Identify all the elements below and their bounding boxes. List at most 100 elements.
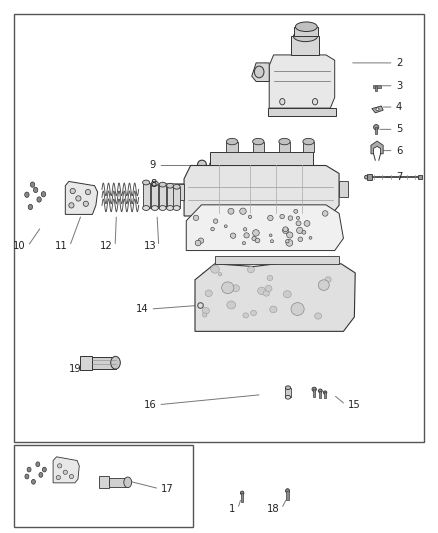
Polygon shape: [372, 106, 383, 113]
Ellipse shape: [283, 227, 288, 232]
Ellipse shape: [198, 238, 204, 244]
Ellipse shape: [270, 306, 277, 313]
Ellipse shape: [210, 160, 219, 168]
Ellipse shape: [159, 182, 166, 187]
Ellipse shape: [244, 228, 247, 231]
Ellipse shape: [270, 240, 273, 243]
Text: 11: 11: [55, 241, 67, 251]
Ellipse shape: [33, 187, 38, 192]
Ellipse shape: [227, 301, 236, 309]
Ellipse shape: [244, 233, 249, 238]
Ellipse shape: [32, 479, 35, 484]
Ellipse shape: [36, 462, 40, 467]
Ellipse shape: [283, 228, 289, 233]
Ellipse shape: [76, 196, 81, 201]
Ellipse shape: [226, 139, 238, 145]
Ellipse shape: [302, 230, 306, 234]
Ellipse shape: [28, 204, 32, 209]
Ellipse shape: [222, 282, 234, 294]
Bar: [14, 14, 424, 442]
Ellipse shape: [198, 160, 206, 168]
Ellipse shape: [318, 389, 322, 393]
Polygon shape: [339, 181, 348, 197]
Ellipse shape: [248, 215, 252, 219]
Text: 8: 8: [150, 179, 156, 189]
Ellipse shape: [286, 386, 290, 390]
Ellipse shape: [57, 464, 62, 468]
Ellipse shape: [63, 470, 67, 474]
Ellipse shape: [243, 313, 249, 318]
Bar: [173, 187, 180, 208]
Ellipse shape: [25, 192, 29, 197]
Ellipse shape: [295, 22, 317, 31]
Ellipse shape: [253, 230, 259, 236]
Ellipse shape: [294, 209, 298, 213]
Ellipse shape: [240, 491, 244, 495]
Polygon shape: [268, 108, 336, 116]
Text: 6: 6: [396, 146, 402, 156]
Polygon shape: [193, 216, 326, 227]
Bar: [151, 183, 158, 208]
Bar: [166, 185, 173, 208]
Ellipse shape: [252, 237, 256, 241]
Bar: [92, 358, 116, 369]
Ellipse shape: [195, 240, 201, 246]
Bar: [303, 142, 314, 152]
Bar: [291, 36, 319, 55]
Ellipse shape: [296, 221, 301, 226]
Ellipse shape: [279, 139, 290, 145]
Ellipse shape: [37, 197, 41, 202]
Ellipse shape: [280, 99, 285, 105]
Ellipse shape: [253, 139, 264, 145]
Text: 3: 3: [396, 81, 402, 91]
Text: 5: 5: [396, 124, 402, 134]
Bar: [313, 389, 315, 397]
Ellipse shape: [297, 216, 300, 220]
Ellipse shape: [69, 203, 74, 208]
Ellipse shape: [85, 189, 91, 195]
Ellipse shape: [364, 175, 367, 179]
Ellipse shape: [159, 206, 166, 211]
Bar: [373, 85, 381, 88]
Bar: [324, 392, 326, 398]
Ellipse shape: [173, 184, 180, 189]
Bar: [253, 142, 264, 152]
Bar: [226, 142, 238, 152]
Ellipse shape: [151, 181, 158, 186]
Ellipse shape: [39, 472, 43, 477]
Text: 10: 10: [13, 241, 25, 251]
Ellipse shape: [202, 313, 207, 317]
Ellipse shape: [25, 474, 29, 479]
Ellipse shape: [83, 201, 88, 206]
Bar: [279, 142, 290, 152]
Ellipse shape: [166, 183, 173, 188]
Ellipse shape: [111, 357, 120, 369]
Text: 16: 16: [143, 400, 156, 410]
Ellipse shape: [42, 467, 46, 472]
Text: 7: 7: [396, 172, 402, 182]
Polygon shape: [418, 175, 422, 179]
Ellipse shape: [318, 280, 329, 290]
Polygon shape: [210, 152, 313, 165]
Ellipse shape: [166, 206, 173, 211]
Polygon shape: [215, 256, 339, 264]
Ellipse shape: [286, 239, 293, 246]
Bar: [375, 86, 378, 91]
Bar: [294, 27, 318, 36]
Ellipse shape: [323, 391, 327, 394]
Text: 15: 15: [348, 400, 360, 410]
Polygon shape: [195, 261, 355, 332]
Polygon shape: [371, 141, 383, 154]
Ellipse shape: [286, 395, 290, 399]
Bar: [80, 357, 92, 370]
Ellipse shape: [69, 474, 74, 479]
Ellipse shape: [288, 216, 293, 220]
Bar: [319, 391, 321, 398]
Polygon shape: [65, 181, 98, 214]
Bar: [99, 477, 109, 488]
Bar: [286, 491, 289, 500]
Text: 17: 17: [161, 484, 174, 494]
Ellipse shape: [263, 290, 269, 296]
Ellipse shape: [205, 290, 212, 296]
Ellipse shape: [286, 489, 290, 493]
